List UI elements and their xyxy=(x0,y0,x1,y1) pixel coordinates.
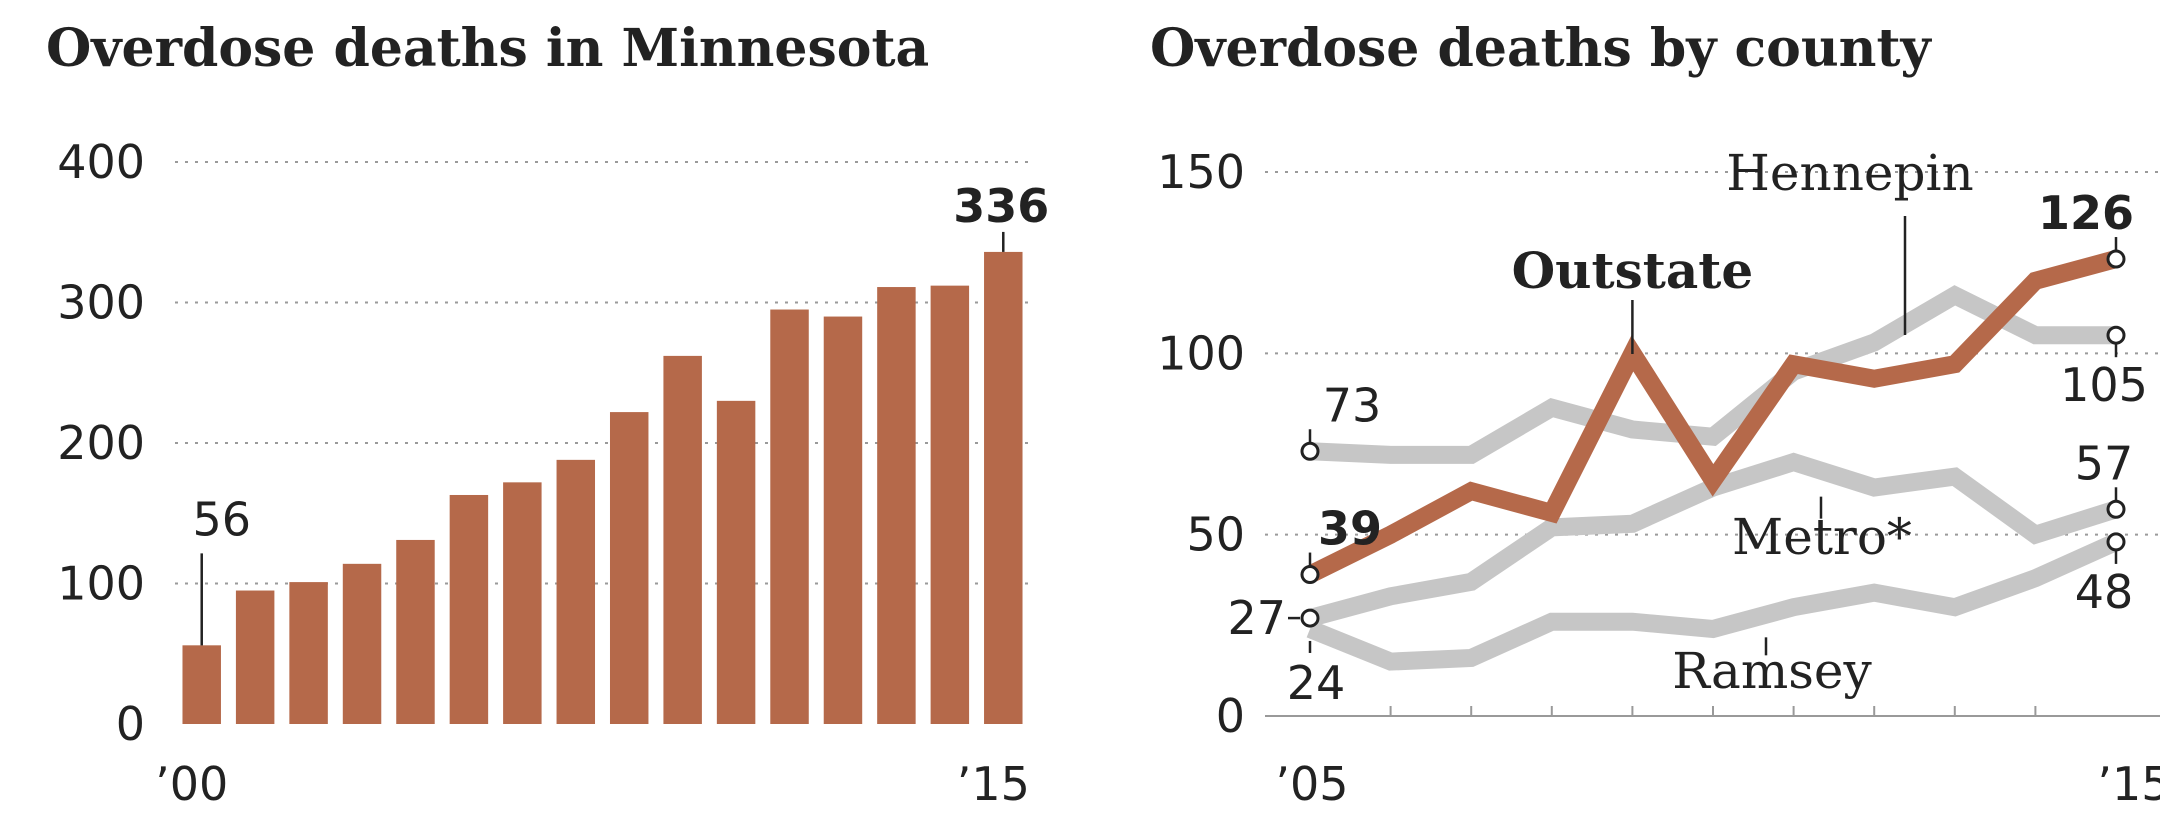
bar xyxy=(877,287,916,724)
bar-chart: Overdose deaths in Minnesota 0 100 200 300 4… xyxy=(46,18,1049,811)
line-y-tick-label: 0 xyxy=(1216,689,1245,743)
bar-y-tick-label: 100 xyxy=(57,557,145,611)
line-chart-y-ticks: 0 50 100 150 xyxy=(1157,145,1245,743)
bar xyxy=(396,539,435,724)
metro-end-point xyxy=(2106,499,2126,519)
bar-y-tick-label: 200 xyxy=(57,416,145,470)
hennepin-start-point xyxy=(1300,441,1320,461)
ramsey-series-label: Ramsey xyxy=(1672,642,1872,700)
hennepin-start-label: 73 xyxy=(1323,378,1382,432)
bar xyxy=(289,582,328,724)
bar xyxy=(663,355,702,724)
bar xyxy=(609,412,649,724)
bar-chart-title: Overdose deaths in Minnesota xyxy=(46,18,929,79)
bar xyxy=(984,251,1023,725)
bar xyxy=(503,482,542,724)
metro-end-label: 57 xyxy=(2075,436,2134,490)
bar xyxy=(449,494,489,724)
bar xyxy=(770,309,809,724)
ramsey-end-point xyxy=(2106,532,2126,552)
hennepin-end-point xyxy=(2106,325,2126,345)
bar xyxy=(182,645,221,724)
bar-y-tick-label: 300 xyxy=(57,276,145,330)
ramsey-start-label: 24 xyxy=(1287,656,1346,710)
bar-annotation-label: 336 xyxy=(953,179,1049,233)
bar-chart-annotations: 56 336 xyxy=(192,179,1049,646)
bar xyxy=(716,400,756,724)
bar xyxy=(235,590,275,724)
hennepin-end-label: 105 xyxy=(2060,358,2148,412)
metro-start-label: 27 xyxy=(1227,591,1286,645)
series-line-ramsey xyxy=(1306,533,2120,671)
bar-chart-x-ticks: ’00 ’15 xyxy=(155,757,1030,811)
line-chart-labels: 73 105 Hennepin 39 126 Outstate 27 57 Metro* 24 48… xyxy=(1227,144,2147,710)
bar xyxy=(930,285,970,724)
bar-chart-y-ticks: 0 100 200 300 400 xyxy=(57,135,145,751)
outstate-end-label: 126 xyxy=(2038,186,2134,240)
outstate-series-label: Outstate xyxy=(1512,241,1754,300)
hennepin-series-label: Hennepin xyxy=(1726,144,1973,202)
bar-chart-bars xyxy=(182,251,1023,725)
line-x-tick-label: ’15 xyxy=(2097,757,2160,811)
ramsey-end-label: 48 xyxy=(2075,565,2134,619)
line-chart-title: Overdose deaths by county xyxy=(1150,18,1932,79)
outstate-end-point xyxy=(2106,249,2126,269)
bar xyxy=(556,459,596,724)
line-y-tick-label: 150 xyxy=(1157,145,1245,199)
bar-x-tick-label: ’00 xyxy=(155,757,228,811)
metro-start-point xyxy=(1300,608,1320,628)
series-line-hennepin xyxy=(1309,285,2116,464)
line-x-tick-label: ’05 xyxy=(1275,757,1348,811)
bar-y-tick-label: 400 xyxy=(57,135,145,189)
bar xyxy=(342,563,382,724)
metro-series-label: Metro* xyxy=(1732,508,1912,566)
series-line-outstate xyxy=(1306,250,2119,583)
line-y-tick-label: 50 xyxy=(1186,508,1245,562)
line-chart-x-axis: ’05 ’15 xyxy=(1265,706,2160,811)
bar-annotation-label: 56 xyxy=(192,492,251,546)
bar-y-tick-label: 0 xyxy=(116,697,145,751)
line-chart-series xyxy=(1306,250,2120,671)
outstate-start-point xyxy=(1300,565,1320,585)
bar-x-tick-label: ’15 xyxy=(957,757,1030,811)
line-y-tick-label: 100 xyxy=(1157,326,1245,380)
bar xyxy=(823,316,863,724)
outstate-start-label: 39 xyxy=(1318,502,1382,556)
